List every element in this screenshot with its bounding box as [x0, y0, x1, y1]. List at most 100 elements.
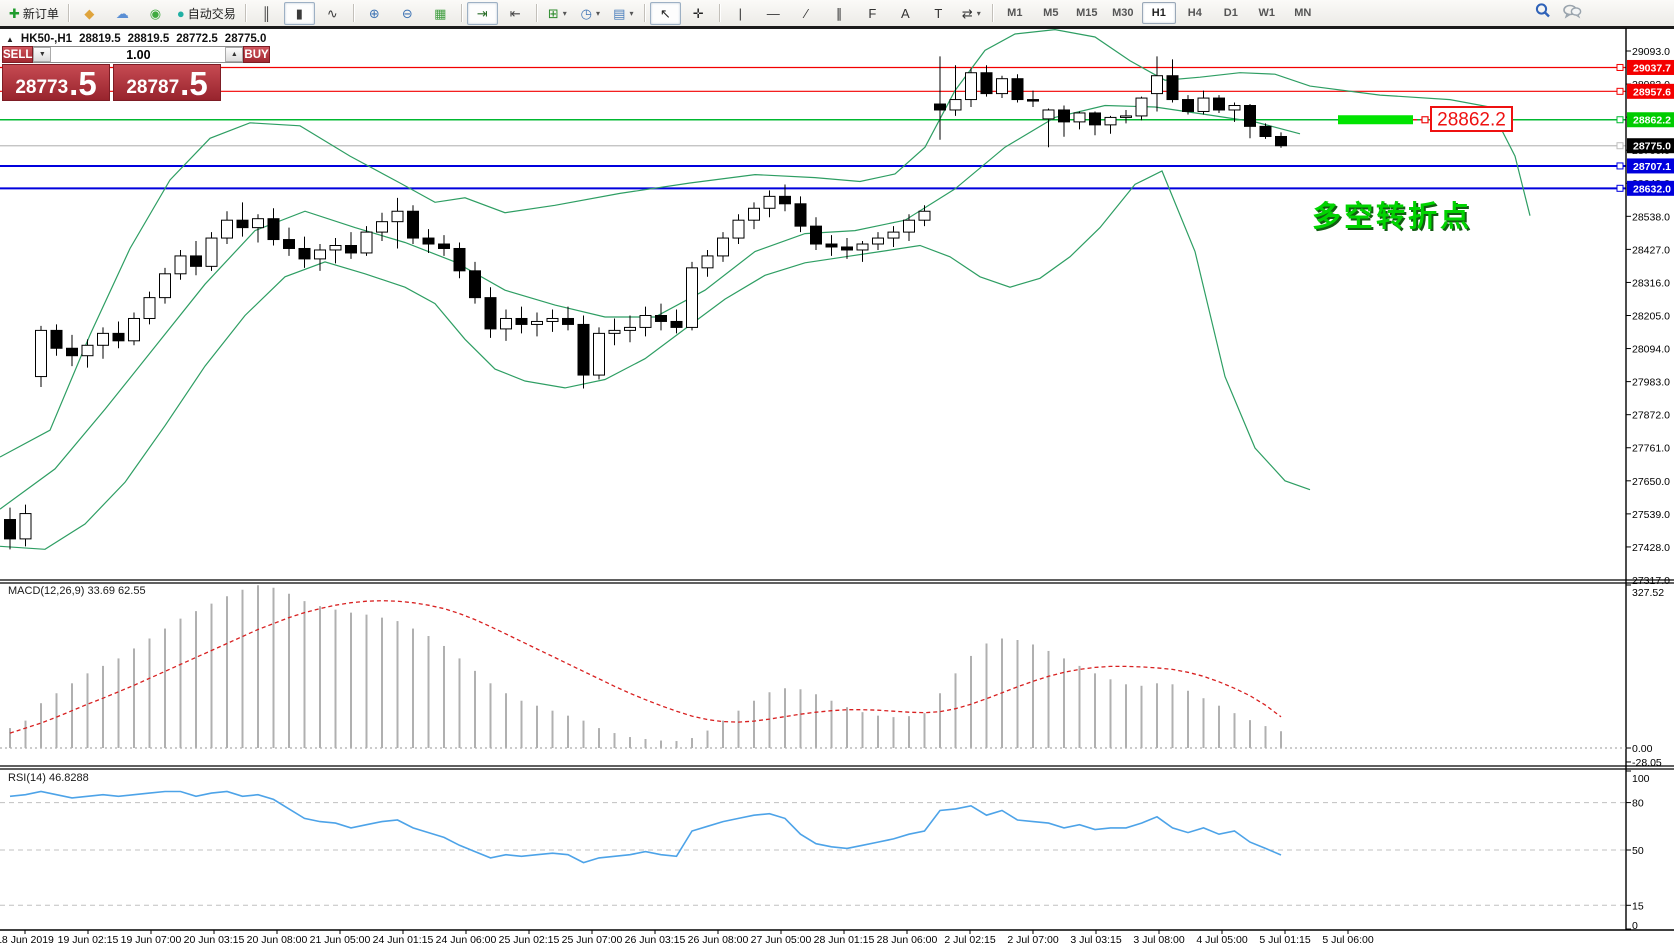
candle-body [252, 218, 264, 229]
timeframe-h4-button[interactable]: H4 [1187, 7, 1202, 19]
indicators-button-dropdown-arrow-icon[interactable]: ▾ [629, 8, 634, 18]
candle-body [624, 326, 636, 331]
ohlc-open: 28819.5 [79, 33, 121, 45]
profile-cloud-button[interactable]: ☁ [107, 2, 138, 25]
tile-windows-button[interactable]: ▦ [425, 2, 456, 25]
price-callout-box [1430, 106, 1513, 132]
zoom-in-button[interactable]: ⊕ [359, 2, 390, 25]
time-axis-label: 25 Jun 02:15 [499, 934, 560, 946]
buy-price-box[interactable]: 28787 .5 [113, 64, 221, 101]
candle-body [484, 297, 497, 330]
timeframe-w1-button[interactable]: W1 [1258, 7, 1276, 19]
timeframe-m1-button[interactable]: M1 [1007, 7, 1023, 19]
candle-body [267, 218, 280, 241]
volume-stepper: ▼ ▲ [33, 46, 244, 63]
chart-canvas[interactable]: 28862.229093.028982.028871.028760.028649… [0, 28, 1674, 949]
fibonacci-icon: F [868, 5, 877, 21]
autotrading-icon: ● [176, 5, 185, 21]
candle-body [221, 219, 233, 239]
timeframe-d1-button[interactable]: D1 [1223, 7, 1238, 19]
timeframe-mn-button[interactable]: MN [1294, 7, 1312, 19]
crosshair-button[interactable]: ✛ [683, 2, 714, 25]
auto-scroll-button[interactable]: ⇥ [466, 1, 498, 25]
search-icon[interactable] [1534, 2, 1552, 25]
arrows-button-dropdown-arrow-icon[interactable]: ▾ [976, 8, 981, 18]
time-axis-label: 28 Jun 01:15 [814, 934, 875, 946]
candlestick-chart-icon: ▮ [295, 5, 303, 21]
candle-body [174, 255, 187, 275]
arrows-button[interactable]: ⇄ ▾ [956, 2, 987, 25]
signal-icon-button[interactable]: ◉ [140, 2, 171, 25]
candlestick-series [4, 56, 1287, 550]
collapse-icon[interactable]: ▲ [6, 34, 14, 44]
cursor-button[interactable]: ↖ [649, 1, 681, 25]
macd-axis-label: -28.05 [1632, 757, 1662, 769]
new-chart-button-dropdown-arrow-icon[interactable]: ▾ [562, 8, 567, 18]
profiles-button-dropdown-arrow-icon[interactable]: ▾ [595, 8, 600, 18]
price-axis-label: 28316.0 [1632, 277, 1670, 289]
volume-increase-button[interactable]: ▲ [225, 47, 244, 62]
candle-body [593, 332, 605, 376]
candle-body [1058, 109, 1070, 123]
zoom-out-button[interactable]: ⊖ [392, 2, 423, 25]
candle-body [1213, 97, 1225, 111]
sell-price-box[interactable]: 28773 .5 [2, 64, 110, 101]
candle-body [670, 320, 683, 328]
profile-cloud-icon: ☁ [115, 5, 129, 21]
price-axis-label: 27761.0 [1632, 443, 1670, 455]
horizontal-line-icon: — [766, 5, 780, 21]
ingot-icon-button[interactable]: ◆ [74, 2, 105, 25]
candle-body [159, 273, 171, 299]
autotrading-button[interactable]: ● 自动交易 [173, 2, 240, 25]
time-axis-label: 21 Jun 05:00 [310, 934, 371, 946]
candle-body [1135, 97, 1148, 117]
level-line-marker [1616, 184, 1624, 192]
price-axis-label: 28427.0 [1632, 244, 1670, 256]
price-badge-label: 28862.2 [1633, 115, 1671, 127]
fibonacci-button[interactable]: F [857, 2, 888, 25]
volume-input[interactable] [51, 47, 226, 62]
time-axis-label: 26 Jun 08:00 [688, 934, 749, 946]
indicators-button[interactable]: ▤ ▾ [608, 2, 639, 25]
bar-chart-button[interactable]: ║ [251, 2, 282, 25]
time-axis-label: 19 Jun 07:00 [121, 934, 182, 946]
time-axis-label: 2 Jul 02:15 [944, 934, 996, 946]
toolbar-separator [718, 4, 720, 22]
profiles-button[interactable]: ◷ ▾ [575, 2, 606, 25]
toolbar-separator [352, 4, 354, 22]
candle-body [779, 195, 791, 205]
candle-body [283, 239, 295, 249]
timeframe-m30-button[interactable]: M30 [1112, 7, 1134, 19]
text-label-icon: T [934, 5, 943, 21]
candle-body [112, 332, 125, 342]
timeframe-m5-button[interactable]: M5 [1043, 7, 1059, 19]
horizontal-line-button[interactable]: — [758, 2, 789, 25]
text-button[interactable]: A [890, 2, 921, 25]
candle-body [314, 249, 326, 260]
volume-decrease-button[interactable]: ▼ [33, 47, 52, 62]
chart-shift-button[interactable]: ⇤ [500, 2, 531, 25]
candle-body [298, 247, 311, 260]
auto-scroll-icon: ⇥ [476, 5, 488, 21]
new-chart-button[interactable]: ⊞ ▾ [542, 2, 573, 25]
timeframe-h1-button[interactable]: H1 [1141, 2, 1176, 24]
candle-body [934, 103, 946, 111]
vertical-line-button[interactable]: | [725, 2, 756, 25]
timeframe-m15-button[interactable]: M15 [1076, 7, 1098, 19]
sell-button[interactable]: SELL [2, 46, 34, 63]
new-order-button[interactable]: ✚ 新订单 [5, 2, 63, 25]
buy-button[interactable]: BUY [243, 46, 270, 63]
time-axis-label: 2 Jul 07:00 [1007, 934, 1059, 946]
toolbar-right-icons [1534, 2, 1582, 25]
line-chart-button[interactable]: ∿ [317, 2, 348, 25]
text-label-button[interactable]: T [923, 2, 954, 25]
indicators-icon: ▤ [613, 5, 626, 21]
candlestick-chart-button[interactable]: ▮ [283, 1, 315, 25]
rsi-axis-label: 50 [1632, 845, 1644, 857]
equidistant-channel-button[interactable]: ∥ [824, 2, 855, 25]
buy-price: 28787 [126, 77, 180, 98]
trendline-button[interactable]: ∕ [791, 2, 822, 25]
chat-icon[interactable] [1562, 2, 1582, 25]
price-axis-label: 29093.0 [1632, 46, 1670, 58]
bar-chart-icon: ║ [261, 5, 271, 21]
